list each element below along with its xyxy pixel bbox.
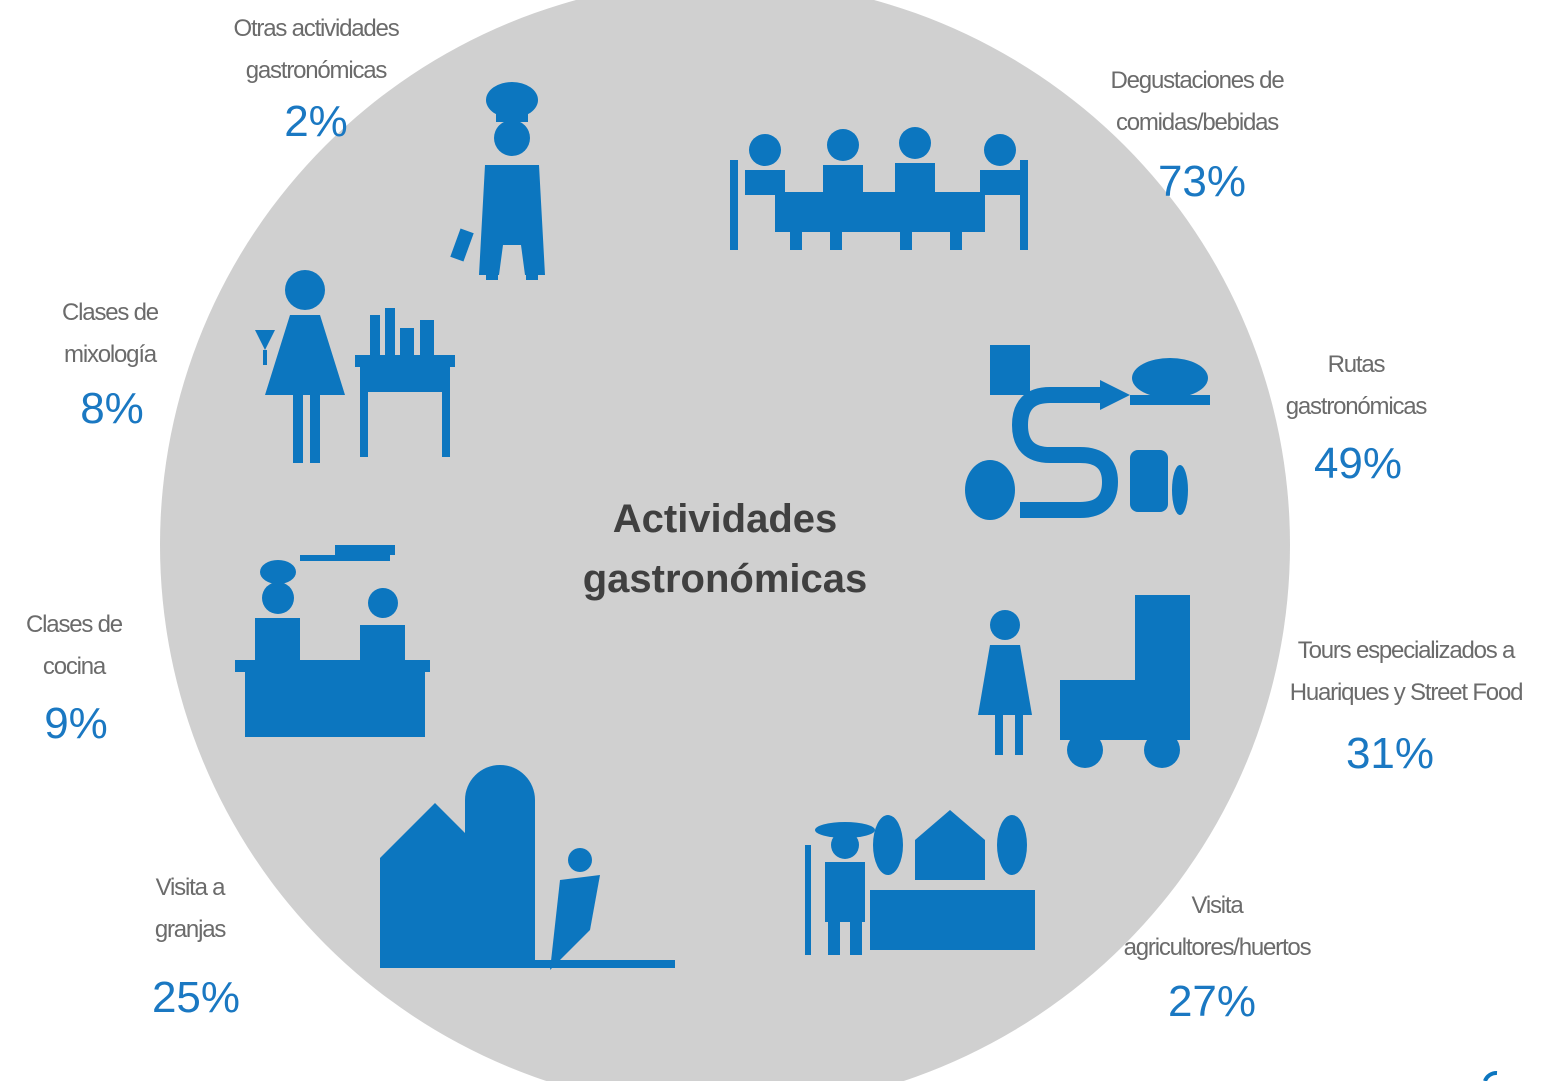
item-value: 73% (1158, 157, 1246, 206)
item-value: 8% (80, 384, 144, 433)
item-label: Otras actividades (233, 15, 399, 42)
corner-mark (1485, 1073, 1497, 1081)
item-value: 27% (1168, 977, 1256, 1026)
item-label: Clases de (62, 299, 159, 326)
item-value: 49% (1314, 439, 1402, 488)
item-label: granjas (155, 916, 227, 943)
item-label: Visita a (156, 874, 227, 901)
item-label: mixología (64, 341, 158, 368)
item-label: cocina (43, 653, 107, 680)
item-label: gastronómicas (246, 57, 388, 84)
item-value: 9% (44, 699, 108, 748)
center-title: Actividades (613, 497, 838, 541)
item-value: 2% (284, 97, 348, 146)
infographic: Actividades gastronómicas (0, 0, 1557, 1081)
item-label: Degustaciones de (1111, 67, 1285, 94)
item-label: Clases de (26, 611, 123, 638)
item-label: Tours especializados a (1298, 637, 1516, 664)
item-label: Huariques y Street Food (1290, 679, 1523, 706)
item-label: Visita (1191, 892, 1244, 919)
item-value: 31% (1346, 729, 1434, 778)
item-label: gastronómicas (1286, 393, 1428, 420)
center-title: gastronómicas (583, 557, 868, 601)
item-label: Rutas (1328, 351, 1386, 378)
item-label: comidas/bebidas (1116, 109, 1279, 136)
item-value: 25% (152, 973, 240, 1022)
item-label: agricultores/huertos (1124, 934, 1312, 961)
